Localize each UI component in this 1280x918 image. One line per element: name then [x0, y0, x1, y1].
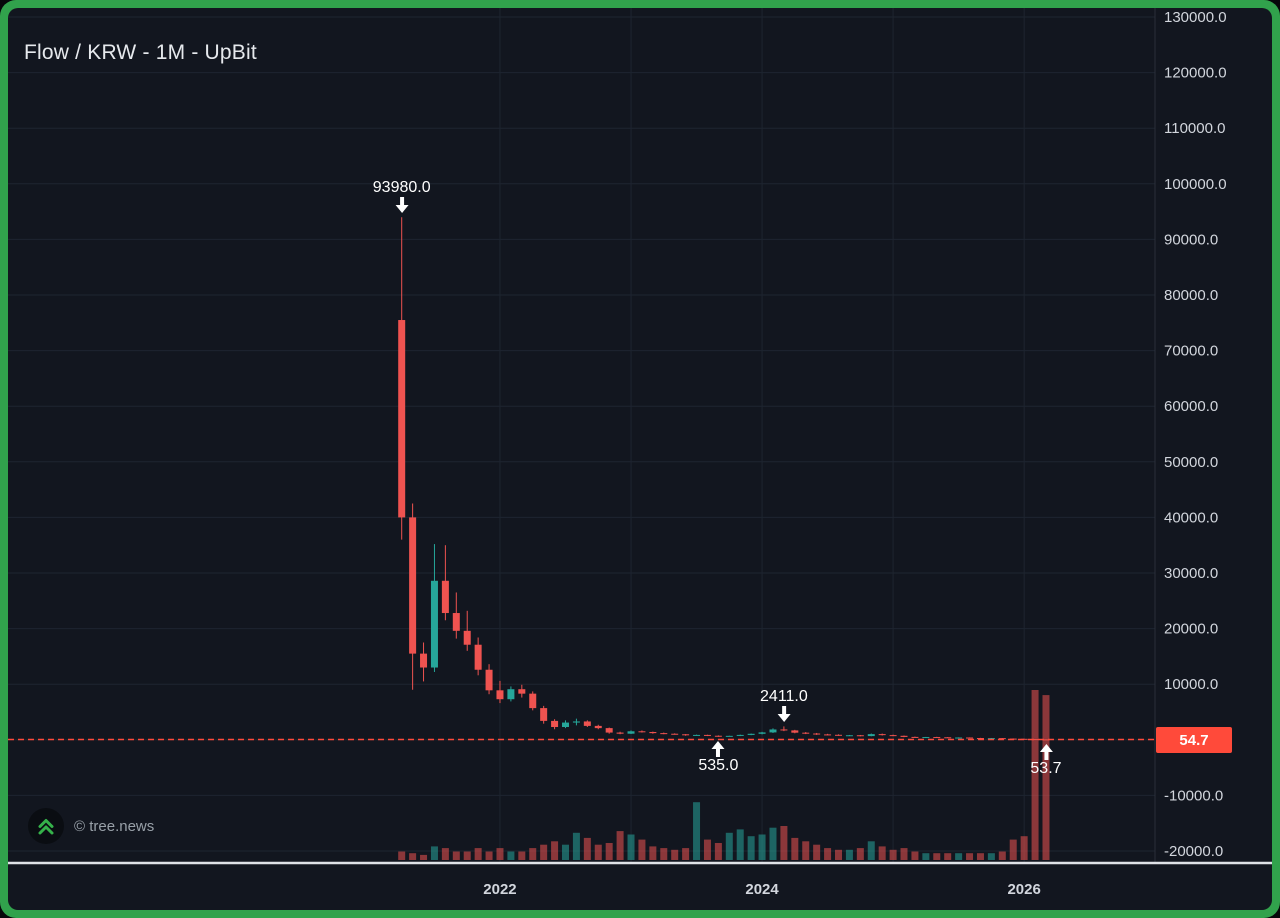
watermark-text: © tree.news: [74, 817, 155, 835]
svg-text:40000.0: 40000.0: [1164, 509, 1218, 526]
candlestick-chart: 130000.0 120000.0 110000.0 100000.0 90000.0 8…: [8, 8, 1272, 898]
chart-root: 130000.0 120000.0 110000.0 100000.0 90000.0 8…: [8, 8, 1272, 910]
svg-text:2026: 2026: [1007, 881, 1040, 898]
chart-title: Flow / KRW - 1M - UpBit: [24, 41, 257, 64]
svg-text:130000.0: 130000.0: [1164, 9, 1227, 26]
svg-text:120000.0: 120000.0: [1164, 65, 1227, 82]
svg-text:-10000.0: -10000.0: [1164, 787, 1223, 804]
svg-text:50000.0: 50000.0: [1164, 454, 1218, 471]
tree-news-logo-icon: [28, 808, 64, 844]
watermark: © tree.news: [28, 808, 154, 844]
last-price-label: 54.7: [1156, 727, 1232, 753]
svg-text:110000.0: 110000.0: [1164, 120, 1225, 137]
svg-text:-20000.0: -20000.0: [1164, 843, 1223, 860]
svg-text:100000.0: 100000.0: [1164, 176, 1227, 193]
svg-text:20000.0: 20000.0: [1164, 621, 1218, 638]
svg-text:70000.0: 70000.0: [1164, 343, 1218, 360]
svg-text:2024: 2024: [745, 881, 779, 898]
svg-text:2022: 2022: [483, 881, 516, 898]
svg-text:30000.0: 30000.0: [1164, 565, 1218, 582]
svg-text:60000.0: 60000.0: [1164, 398, 1218, 415]
svg-text:90000.0: 90000.0: [1164, 231, 1218, 248]
svg-text:80000.0: 80000.0: [1164, 287, 1218, 304]
svg-text:10000.0: 10000.0: [1164, 676, 1218, 693]
